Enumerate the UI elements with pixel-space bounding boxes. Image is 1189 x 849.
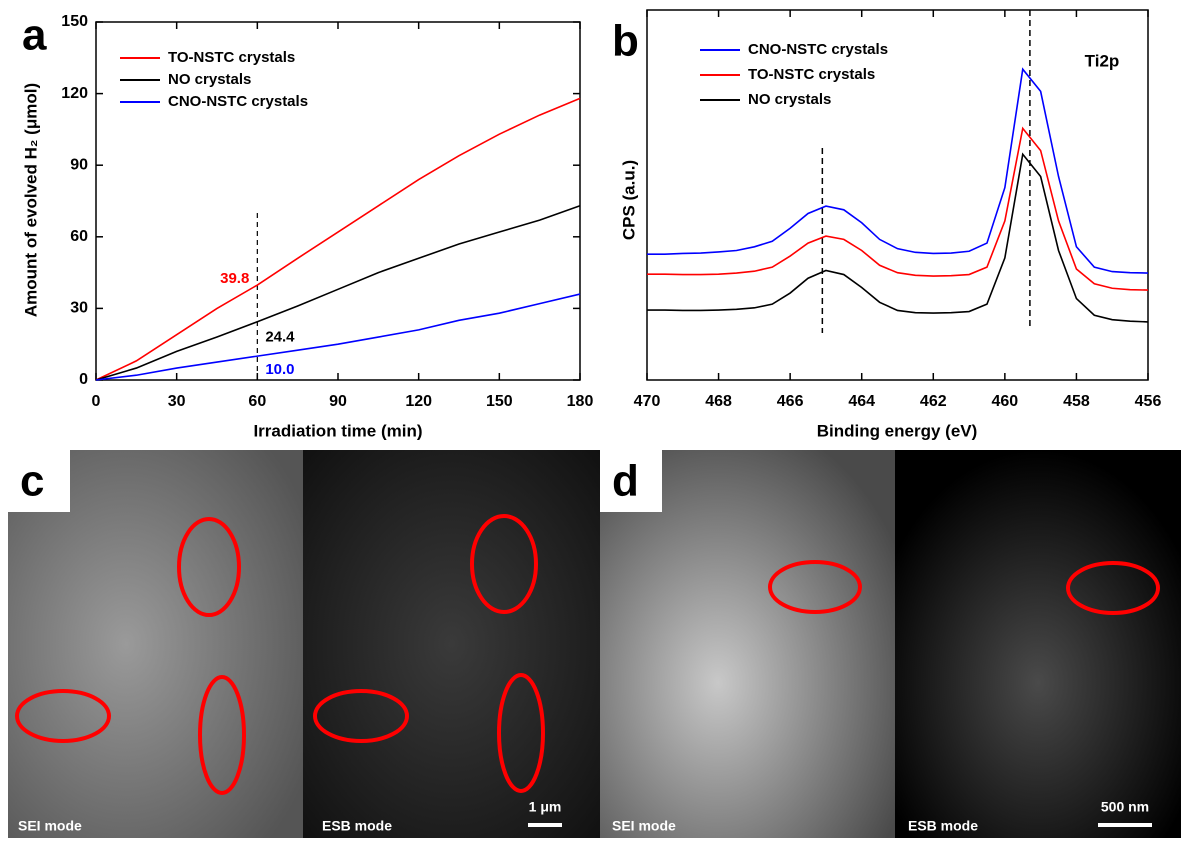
x-tick-label: 150	[486, 393, 513, 410]
highlight	[313, 689, 409, 743]
x-tick-label: 464	[848, 393, 875, 410]
x-axis-title: Irradiation time (min)	[253, 421, 422, 440]
panel-label: b	[612, 17, 639, 66]
y-tick-label: 30	[70, 300, 88, 317]
data-label: 39.8	[220, 270, 249, 287]
legend-label: CNO-NSTC crystals	[168, 93, 308, 110]
x-tick-label: 0	[92, 393, 101, 410]
y-tick-label: 0	[79, 371, 88, 388]
label-patch	[600, 450, 662, 512]
highlight	[177, 517, 241, 617]
esb-image	[303, 450, 600, 838]
y-tick-label: 90	[70, 156, 88, 173]
x-tick-label: 468	[705, 393, 732, 410]
y-axis-title: CPS (a.u.)	[619, 160, 638, 240]
x-tick-label: 60	[248, 393, 266, 410]
highlight	[1066, 561, 1160, 615]
legend-label: NO crystals	[748, 91, 831, 108]
series-line	[647, 67, 1149, 274]
data-label: 24.4	[265, 329, 295, 346]
series-line	[95, 97, 581, 381]
sem-image	[600, 450, 895, 838]
x-tick-label: 470	[634, 393, 661, 410]
highlight	[768, 560, 862, 614]
x-tick-label: 456	[1135, 393, 1162, 410]
series-line	[95, 293, 581, 381]
panel-d	[600, 450, 1181, 838]
legend-label: TO-NSTC crystals	[168, 49, 295, 66]
x-tick-label: 120	[405, 393, 432, 410]
mode-label: SEI mode	[18, 818, 82, 834]
scale-label: 500 nm	[1101, 799, 1149, 815]
sem-image	[8, 450, 303, 838]
x-tick-label: 30	[168, 393, 186, 410]
x-tick-label: 458	[1063, 393, 1090, 410]
panel-label: c	[20, 457, 44, 506]
label-patch	[8, 450, 70, 512]
highlight	[470, 514, 538, 614]
x-tick-label: 466	[777, 393, 804, 410]
y-tick-label: 120	[61, 85, 88, 102]
y-tick-label: 150	[61, 13, 88, 30]
series-line	[647, 152, 1149, 323]
esb-image	[895, 450, 1181, 838]
x-axis-title: Binding energy (eV)	[817, 421, 978, 440]
series-line	[647, 126, 1149, 291]
y-axis-title: Amount of evolved H₂ (μmol)	[21, 83, 40, 317]
y-tick-label: 60	[70, 228, 88, 245]
series-line	[95, 205, 581, 381]
highlight	[15, 689, 111, 743]
legend-label: TO-NSTC crystals	[748, 66, 875, 83]
data-label: 10.0	[265, 361, 294, 378]
legend-label: NO crystals	[168, 71, 251, 88]
panel-c	[8, 450, 600, 838]
panel-label: d	[612, 457, 639, 506]
mode-label: ESB mode	[908, 818, 978, 834]
highlight	[497, 673, 545, 793]
mode-label: SEI mode	[612, 818, 676, 834]
scale-label: 1 μm	[529, 799, 562, 815]
x-tick-label: 462	[920, 393, 947, 410]
x-tick-label: 180	[567, 393, 594, 410]
legend-label: CNO-NSTC crystals	[748, 41, 888, 58]
annotation: Ti2p	[1085, 51, 1120, 70]
plot-frame	[646, 9, 1149, 381]
highlight	[198, 675, 246, 795]
mode-label: ESB mode	[322, 818, 392, 834]
x-tick-label: 460	[992, 393, 1019, 410]
x-tick-label: 90	[329, 393, 347, 410]
panel-label: a	[22, 11, 47, 60]
